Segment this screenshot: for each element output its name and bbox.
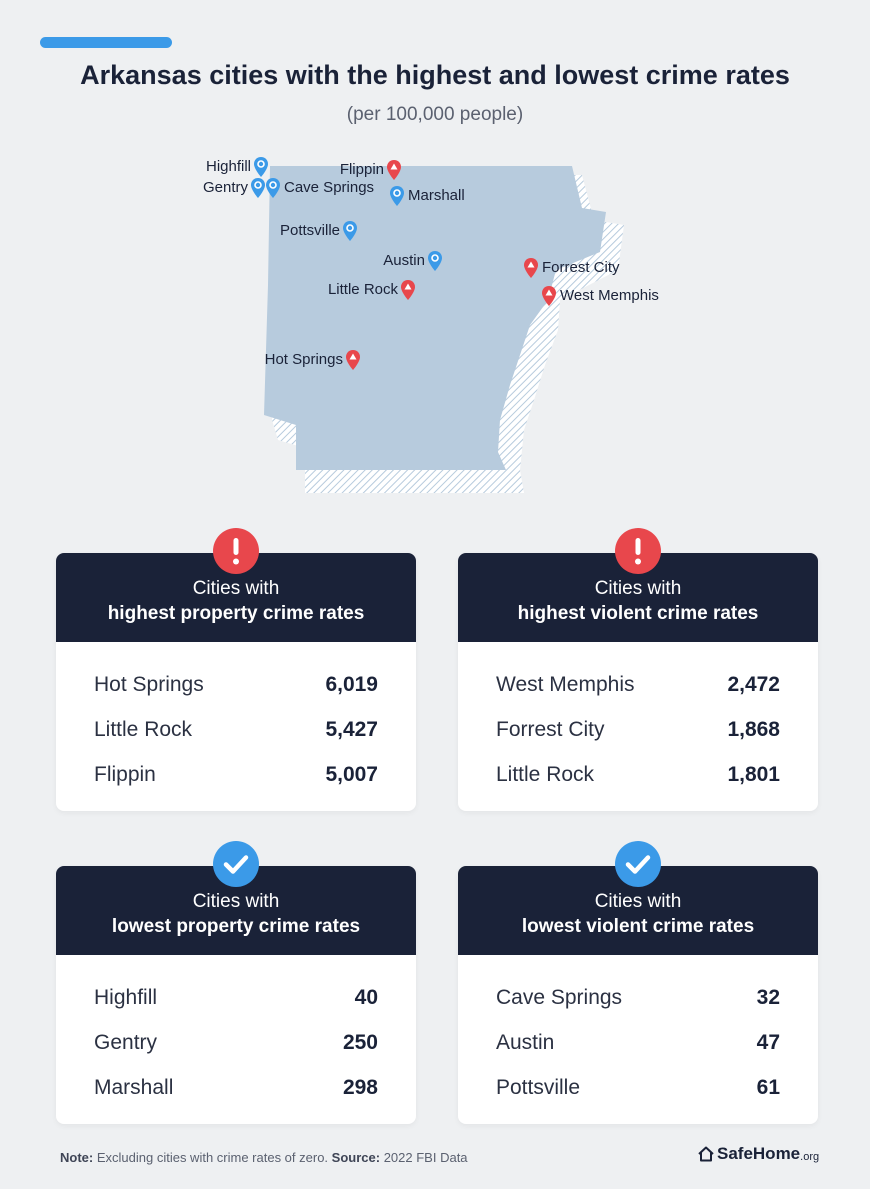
city-name: Highfill [94,985,158,1009]
city-name: Little Rock [496,762,595,786]
city-name: Pottsville [496,1075,581,1099]
city-name: West Memphis [496,672,635,696]
city-name: Cave Springs [496,985,623,1009]
map-pin-red-icon [524,258,538,278]
map-pin-blue-icon [390,186,404,206]
rate-value: 32 [756,985,780,1009]
card-title-line1: Cities with [192,890,280,912]
card-low-property: Cities with lowest property crime rates … [56,841,416,1124]
map-pin-label: Austin [383,252,425,269]
footnote: Note: Excluding cities with crime rates … [60,1150,468,1165]
card-high-violent: Cities with highest violent crime rates … [458,528,818,811]
table-row: Little Rock 5,427 [94,707,378,752]
table-row: Cave Springs 32 [496,975,780,1020]
source-text: 2022 FBI Data [383,1150,468,1165]
table-row: Little Rock 1,801 [496,752,780,797]
city-name: Little Rock [94,717,193,741]
card-title-line1: Cities with [594,577,682,599]
card-title-line2: highest property crime rates [107,602,365,624]
map-pin-label: Hot Springs [264,351,343,368]
rate-value: 61 [756,1075,780,1099]
map-pin-label: Little Rock [327,281,398,298]
exclamation-icon [213,528,259,574]
brand-suffix: .org [800,1150,820,1163]
card-title-line2: highest violent crime rates [517,602,759,624]
map-pin-label: West Memphis [560,287,659,304]
card-high-property: Cities with highest property crime rates… [56,528,416,811]
card-title-line2: lowest property crime rates [111,915,361,937]
city-name: Marshall [94,1075,174,1099]
checkmark-icon [213,841,259,887]
map-pin-label: Flippin [339,161,384,178]
map-pin-label: Pottsville [279,222,340,239]
arkansas-map [264,166,624,493]
rate-value: 298 [342,1075,378,1099]
map-pin-label: Cave Springs [284,179,375,196]
map-pin-blue-icon [251,178,265,198]
table-row: Pottsville 61 [496,1065,780,1110]
card-low-violent: Cities with lowest violent crime rates C… [458,841,818,1124]
city-name: Gentry [94,1030,158,1054]
house-icon [698,1146,714,1162]
map-pin-label: Marshall [408,187,465,204]
note-text: Excluding cities with crime rates of zer… [96,1150,329,1165]
map-pin-label: Gentry [202,179,248,196]
table-row: Highfill 40 [94,975,378,1020]
state-shape [264,166,606,470]
city-name: Forrest City [496,717,605,741]
checkmark-icon [615,841,661,887]
map-pin-label: Forrest City [542,259,620,276]
table-row: West Memphis 2,472 [496,662,780,707]
map-pin-red-icon [401,280,415,300]
city-name: Flippin [94,762,156,786]
rate-value: 2,472 [727,672,780,696]
city-name: Austin [496,1030,555,1054]
table-row: Forrest City 1,868 [496,707,780,752]
card-title-line1: Cities with [192,577,280,599]
rate-value: 250 [342,1030,378,1054]
map-pin-blue-icon [428,251,442,271]
table-row: Hot Springs 6,019 [94,662,378,707]
map-pin-red-icon [346,350,360,370]
map-pin-blue-icon [266,178,280,198]
accent-bar [40,37,172,48]
brand-name: SafeHome [717,1144,801,1163]
brand-logo: SafeHome .org [697,1144,819,1164]
rate-value: 40 [354,985,378,1009]
map-pin-blue-icon [254,157,268,177]
table-row: Gentry 250 [94,1020,378,1065]
rate-value: 5,427 [325,717,378,741]
card-title-line1: Cities with [594,890,682,912]
table-row: Flippin 5,007 [94,752,378,797]
rate-value: 5,007 [325,762,378,786]
exclamation-icon [615,528,661,574]
rate-value: 47 [756,1030,780,1054]
table-row: Austin 47 [496,1020,780,1065]
map-pin-blue-icon [343,221,357,241]
card-header: Cities with lowest violent crime rates [458,866,818,955]
map-pin-label: Highfill [205,158,251,175]
table-row: Marshall 298 [94,1065,378,1110]
rate-value: 6,019 [325,672,378,696]
rate-value: 1,868 [727,717,780,741]
card-title-line2: lowest violent crime rates [521,915,755,937]
source-label: Source: [331,1150,381,1165]
note-label: Note: [60,1150,94,1165]
page-title: Arkansas cities with the highest and low… [80,60,790,90]
map-pin-red-icon [542,286,556,306]
page-subtitle: (per 100,000 people) [346,104,524,125]
rate-value: 1,801 [727,762,780,786]
city-name: Hot Springs [94,672,204,696]
map-pin-red-icon [387,160,401,180]
card-header: Cities with highest violent crime rates [458,553,818,642]
